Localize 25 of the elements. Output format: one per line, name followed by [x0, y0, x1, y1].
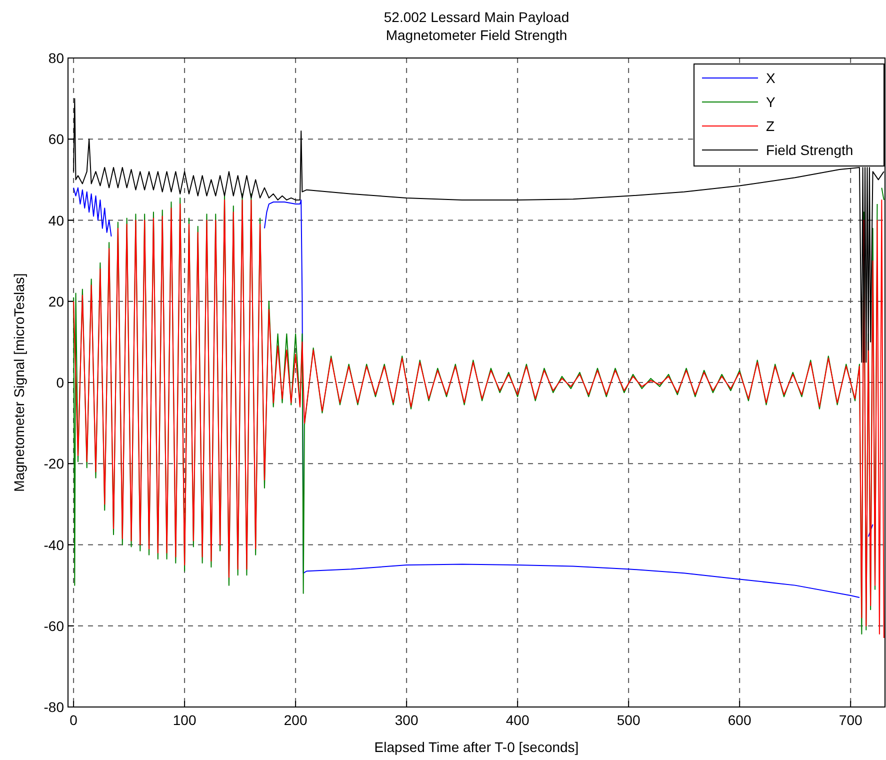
- x-tick-label: 300: [394, 712, 418, 728]
- x-tick-label: 0: [70, 712, 78, 728]
- x-tick-label: 100: [172, 712, 196, 728]
- x-tick-label: 400: [506, 712, 530, 728]
- legend-label: Y: [766, 94, 776, 110]
- x-tick-label: 500: [616, 712, 640, 728]
- chart-subtitle: Magnetometer Field Strength: [386, 27, 568, 43]
- y-tick-label: -40: [44, 536, 64, 553]
- y-tick-label: -60: [44, 618, 64, 634]
- y-tick-label: 0: [56, 374, 64, 390]
- legend-label: Z: [766, 118, 775, 134]
- x-tick-label: 600: [728, 712, 752, 728]
- y-tick-label: -20: [44, 456, 64, 472]
- legend-label: X: [766, 70, 776, 86]
- y-tick-label: 60: [48, 131, 64, 148]
- x-tick-label: 200: [284, 712, 308, 728]
- y-tick-label: 80: [48, 50, 64, 66]
- chart-title: 52.002 Lessard Main Payload: [384, 9, 570, 25]
- y-axis-title: Magnetometer Signal [microTeslas]: [11, 273, 27, 492]
- x-axis-title: Elapsed Time after T-0 [seconds]: [374, 739, 579, 755]
- legend-label: Field Strength: [766, 142, 854, 158]
- y-tick-label: 40: [48, 212, 64, 228]
- y-tick-label: -80: [44, 699, 64, 715]
- y-tick-label: 20: [48, 293, 64, 310]
- x-tick-label: 700: [838, 712, 862, 728]
